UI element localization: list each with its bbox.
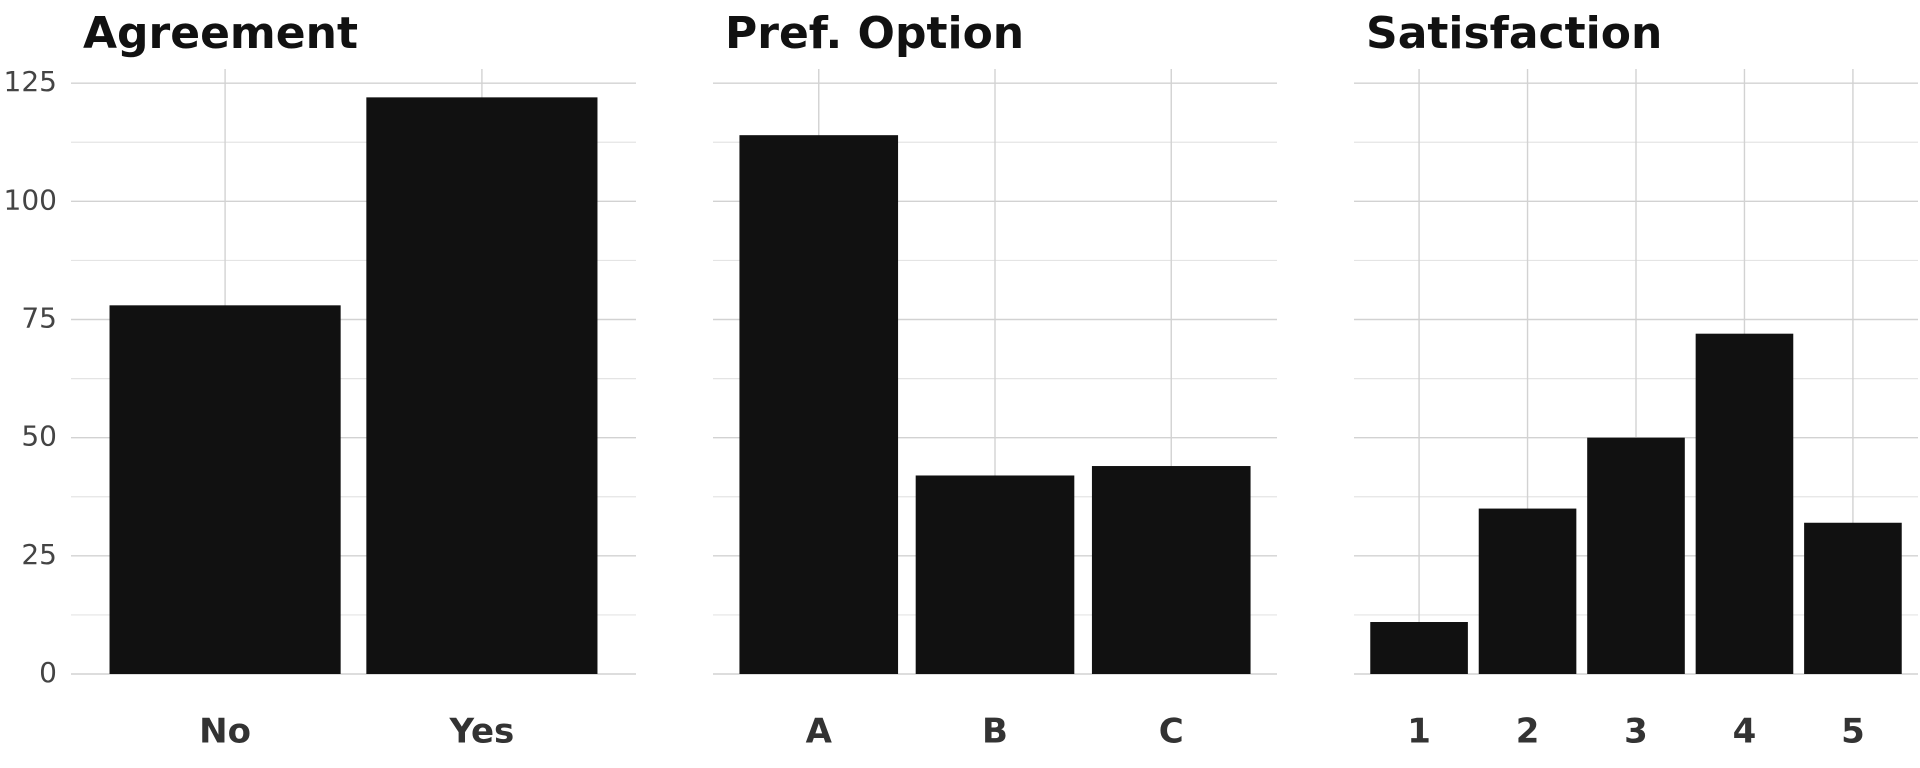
x-tick-label: Yes (449, 712, 515, 752)
panel-title: Satisfaction (1366, 8, 1662, 59)
y-tick-label: 25 (21, 538, 57, 571)
bar (1804, 522, 1902, 674)
panel-title: Agreement (83, 8, 358, 59)
x-tick-label: 3 (1624, 712, 1648, 752)
y-tick-label: 50 (21, 420, 57, 453)
x-tick-label: A (806, 712, 833, 752)
x-tick-label: B (982, 712, 1008, 752)
bar (1370, 622, 1468, 674)
x-tick-label: 2 (1516, 712, 1540, 752)
x-tick-label: 1 (1407, 712, 1431, 752)
bar (1091, 466, 1251, 674)
bar (109, 305, 341, 674)
x-tick-label: No (199, 712, 251, 752)
panel-title: Pref. Option (725, 8, 1024, 59)
bar (1695, 333, 1794, 674)
bar (915, 475, 1075, 674)
bar (366, 97, 598, 674)
y-tick-label: 125 (4, 65, 57, 98)
y-tick-label: 75 (21, 302, 57, 335)
bar (1478, 508, 1577, 674)
bar (1587, 437, 1685, 674)
y-tick-label: 0 (39, 656, 57, 689)
x-tick-label: 4 (1733, 712, 1757, 752)
y-tick-label: 100 (4, 183, 57, 216)
bar (739, 135, 899, 674)
x-tick-label: C (1159, 712, 1184, 752)
x-tick-label: 5 (1841, 712, 1865, 752)
